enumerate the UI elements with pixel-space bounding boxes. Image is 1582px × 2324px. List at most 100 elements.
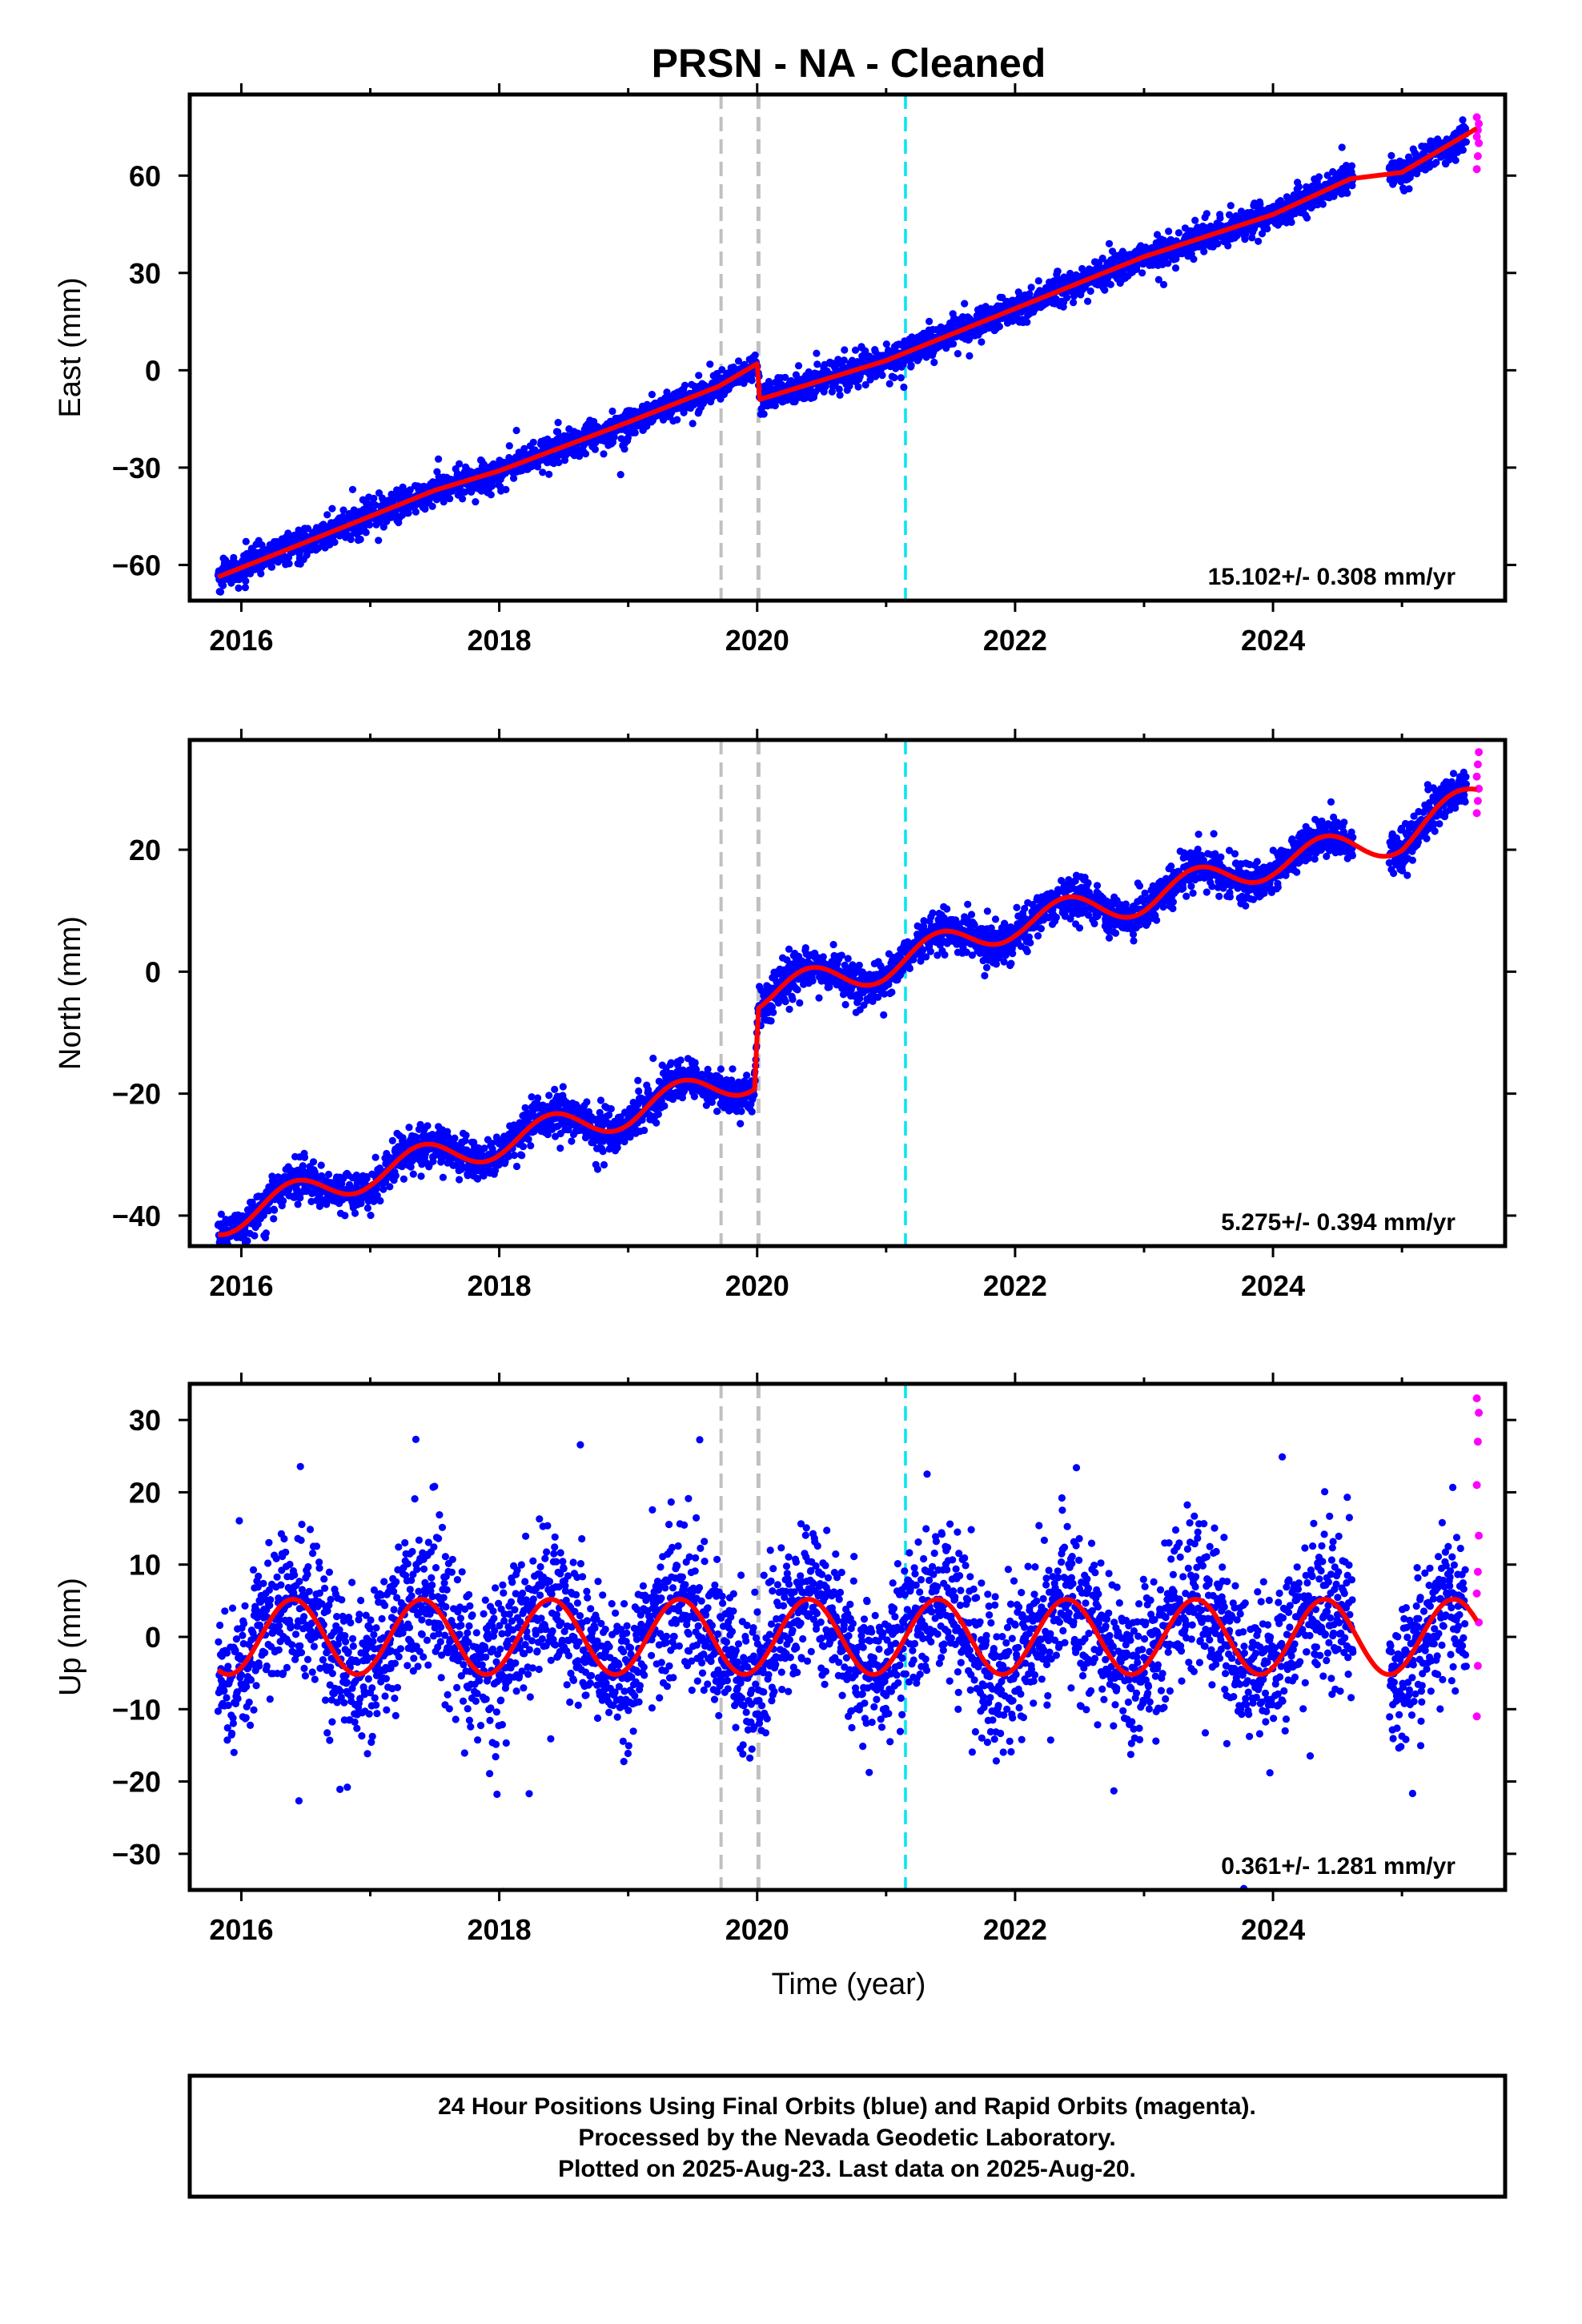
data-point: [363, 1204, 371, 1212]
data-point: [1171, 264, 1180, 272]
data-point: [309, 1158, 318, 1166]
data-point: [900, 383, 908, 392]
data-point: [1200, 247, 1208, 255]
data-point: [840, 356, 848, 364]
data-point: [1323, 171, 1331, 179]
x-tick-label: 2020: [725, 624, 789, 657]
data-point: [766, 382, 774, 390]
data-point: [760, 410, 768, 418]
data-point: [347, 535, 355, 544]
data-point: [620, 445, 628, 453]
data-point: [551, 1085, 559, 1093]
data-point: [897, 374, 905, 382]
data-point: [591, 445, 600, 453]
data-point: [219, 581, 227, 589]
data-point: [459, 495, 467, 503]
data-point: [654, 1110, 663, 1118]
data-point: [882, 340, 890, 348]
east-model-curve: [217, 126, 1479, 580]
data-point: [339, 506, 347, 514]
data-point: [1343, 189, 1351, 197]
data-point: [851, 346, 860, 354]
data-point: [412, 508, 420, 516]
data-point: [995, 323, 1003, 331]
data-point: [480, 1144, 488, 1152]
data-point: [528, 1093, 536, 1101]
data-point: [1459, 146, 1467, 154]
data-point: [1190, 255, 1198, 263]
data-point: [235, 584, 243, 593]
data-point: [608, 407, 616, 416]
data-point: [861, 347, 869, 355]
data-point: [545, 470, 553, 478]
data-point: [351, 1209, 359, 1217]
y-tick-label: 60: [129, 159, 161, 192]
data-point: [317, 1161, 325, 1169]
data-point: [596, 1108, 604, 1116]
data-point: [717, 1065, 725, 1073]
data-point: [607, 1105, 615, 1113]
data-point: [1203, 210, 1211, 218]
data-point: [1255, 237, 1263, 245]
data-point: [416, 1120, 424, 1128]
data-point: [1319, 200, 1327, 208]
data-point: [600, 450, 608, 458]
data-point: [1459, 116, 1467, 124]
data-point: [693, 1066, 701, 1074]
data-point: [734, 357, 743, 365]
data-point: [428, 502, 436, 510]
data-point: [376, 1196, 384, 1205]
data-point: [243, 1236, 251, 1245]
data-point: [258, 541, 266, 549]
data-point: [1101, 286, 1109, 294]
data-point: [495, 1161, 503, 1169]
data-point: [581, 450, 590, 458]
data-point: [1287, 218, 1295, 227]
rapid-point: [1472, 132, 1481, 141]
data-point: [502, 485, 510, 494]
data-point: [836, 391, 844, 399]
data-point: [965, 336, 974, 344]
data-point: [241, 584, 249, 592]
data-point: [593, 1165, 602, 1173]
data-point: [257, 569, 265, 578]
data-point: [364, 1197, 372, 1205]
data-point: [424, 1122, 432, 1130]
data-point: [267, 563, 276, 571]
data-point: [1165, 227, 1173, 235]
east-frame: [187, 92, 1508, 603]
east-plot-area: [214, 94, 1484, 601]
data-point: [1084, 297, 1092, 305]
data-point: [689, 420, 697, 428]
data-point: [748, 376, 756, 384]
data-point: [1348, 182, 1356, 190]
data-point: [1098, 254, 1106, 263]
data-point: [391, 1172, 400, 1180]
data-point: [885, 380, 893, 388]
data-point: [412, 1133, 420, 1141]
data-point: [504, 1152, 513, 1160]
data-point: [878, 372, 886, 380]
data-point: [661, 1102, 669, 1110]
data-point: [363, 1175, 371, 1183]
data-point: [375, 537, 383, 545]
data-point: [324, 1170, 333, 1179]
data-point: [518, 1152, 526, 1160]
data-point: [1086, 287, 1094, 296]
data-point: [556, 1144, 564, 1152]
x-tick-label: 2022: [983, 624, 1047, 657]
data-point: [635, 1087, 643, 1096]
data-point: [708, 1098, 717, 1106]
data-point: [1026, 290, 1034, 298]
data-point: [677, 1056, 685, 1064]
data-point: [492, 1166, 500, 1175]
data-point: [388, 1136, 396, 1144]
data-point: [429, 1157, 437, 1165]
data-point: [667, 1059, 675, 1067]
data-point: [737, 1120, 745, 1128]
data-point: [545, 1092, 553, 1100]
chart-title: PRSN - NA - Cleaned: [652, 41, 1046, 86]
data-point: [367, 1212, 375, 1220]
